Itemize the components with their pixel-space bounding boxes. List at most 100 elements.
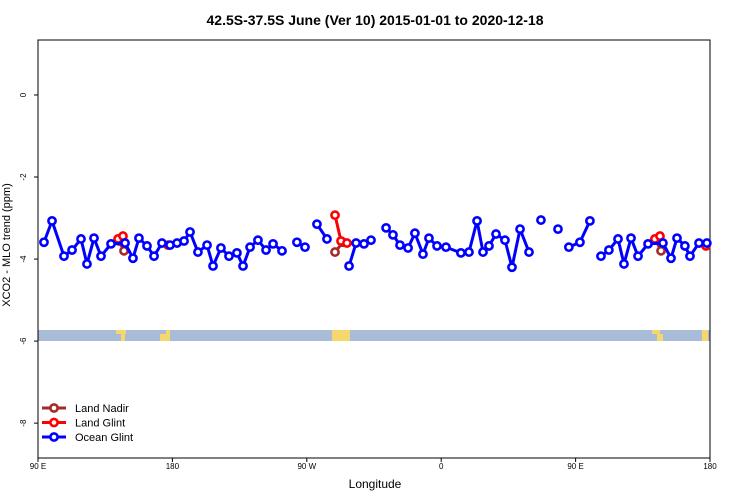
point xyxy=(500,235,510,246)
point xyxy=(507,262,517,273)
ocean-strip xyxy=(38,330,710,341)
point xyxy=(59,251,69,262)
point xyxy=(359,238,369,249)
y-tick-label: -8 xyxy=(19,419,28,427)
point xyxy=(312,219,322,230)
point xyxy=(658,238,668,248)
point xyxy=(694,238,704,248)
x-tick-label: 180 xyxy=(703,462,717,471)
legend-label: Land Glint xyxy=(75,418,125,430)
point xyxy=(216,243,226,253)
x-tick-label: 90 E xyxy=(567,462,583,471)
point xyxy=(76,234,86,244)
point xyxy=(134,233,144,244)
point xyxy=(224,251,234,262)
y-axis-label: XCO2 - MLO trend (ppm) xyxy=(1,183,13,306)
point xyxy=(424,233,434,244)
surface-strip xyxy=(38,330,710,341)
point xyxy=(441,242,451,253)
point xyxy=(432,241,442,251)
x-tick-label: 0 xyxy=(439,462,444,471)
point xyxy=(575,237,585,248)
x-tick-label: 90 W xyxy=(297,462,316,471)
point xyxy=(701,238,712,248)
point xyxy=(208,261,218,271)
legend-label: Ocean Glint xyxy=(75,432,133,444)
point xyxy=(300,242,310,253)
point xyxy=(585,216,595,226)
point xyxy=(330,247,340,257)
point xyxy=(478,247,488,257)
land-strip xyxy=(121,334,125,341)
point xyxy=(179,236,189,246)
point xyxy=(89,233,99,244)
legend-label: Land Nadir xyxy=(75,403,129,415)
point xyxy=(106,238,116,249)
point xyxy=(524,247,534,257)
series xyxy=(39,215,712,273)
chart-title: 42.5S-37.5S June (Ver 10) 2015-01-01 to … xyxy=(207,12,544,28)
point xyxy=(238,261,248,271)
point xyxy=(666,253,676,264)
point xyxy=(232,247,242,258)
point xyxy=(685,251,695,262)
point xyxy=(268,238,278,249)
point xyxy=(381,222,391,233)
legend-swatch-point xyxy=(49,432,59,442)
point xyxy=(410,228,420,239)
point xyxy=(330,210,340,221)
land-strip xyxy=(702,330,708,341)
x-axis-label: Longitude xyxy=(349,477,402,491)
legend-swatch-point xyxy=(49,403,59,413)
y-tick-label: -2 xyxy=(19,173,28,181)
point xyxy=(253,235,263,246)
land-strip xyxy=(332,330,350,341)
point xyxy=(292,237,302,248)
point xyxy=(67,245,77,255)
point xyxy=(202,240,212,251)
point xyxy=(128,253,138,264)
point xyxy=(185,227,195,237)
land-strip xyxy=(657,334,663,341)
x-tick-label: 180 xyxy=(166,462,180,471)
point xyxy=(604,245,614,255)
point xyxy=(553,224,563,235)
point xyxy=(418,249,428,260)
y-tick-label: -6 xyxy=(19,337,28,345)
land-strip xyxy=(652,330,660,334)
y-tick-label: 0 xyxy=(19,92,28,97)
point xyxy=(82,259,92,269)
point xyxy=(656,245,666,256)
point xyxy=(47,216,57,226)
plot-frame xyxy=(37,39,711,459)
point xyxy=(472,216,482,226)
point xyxy=(96,251,106,262)
point xyxy=(344,261,354,271)
point xyxy=(484,241,494,251)
point xyxy=(563,242,574,253)
x-tick-label: 90 E xyxy=(30,462,46,471)
point xyxy=(388,229,398,240)
point xyxy=(245,242,255,253)
point xyxy=(193,247,203,257)
point xyxy=(491,229,501,239)
point xyxy=(142,241,152,251)
legend-swatch-point xyxy=(49,417,59,428)
point xyxy=(536,215,546,225)
point xyxy=(680,241,690,251)
point xyxy=(643,238,653,249)
point xyxy=(322,234,332,244)
legend: Land Nadir Land Glint Ocean Glint xyxy=(42,403,133,444)
point xyxy=(633,251,643,262)
land-strip xyxy=(116,330,126,334)
point xyxy=(157,238,167,248)
land-strip xyxy=(160,334,166,341)
point xyxy=(366,235,376,246)
point xyxy=(672,233,682,244)
point xyxy=(515,224,525,235)
y-tick-label: -4 xyxy=(19,255,28,263)
point xyxy=(395,240,405,251)
point xyxy=(403,243,413,253)
point xyxy=(626,233,636,244)
